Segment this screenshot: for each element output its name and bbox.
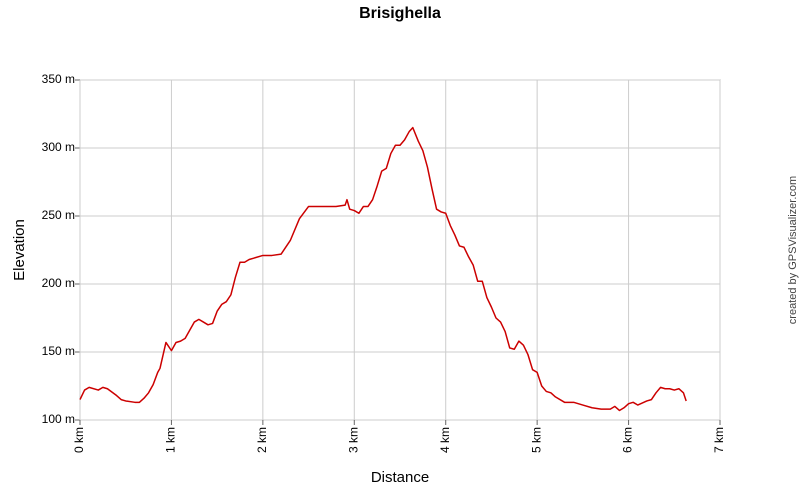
y-axis-label: Elevation xyxy=(11,219,28,281)
x-tick-label: 2 km xyxy=(255,427,269,453)
x-tick-label: 6 km xyxy=(621,427,635,453)
y-tick-label: 350 m xyxy=(42,72,75,86)
chart-title: Brisighella xyxy=(359,5,441,22)
y-tick-label: 200 m xyxy=(42,276,75,290)
x-tick-label: 7 km xyxy=(712,427,726,453)
credit: created by GPSVisualizer.com xyxy=(787,176,799,324)
y-tick-label: 300 m xyxy=(42,140,75,154)
x-tick-label: 4 km xyxy=(438,427,452,453)
y-tick-label: 250 m xyxy=(42,208,75,222)
elevation-line xyxy=(79,126,687,412)
y-tick-label: 150 m xyxy=(42,344,75,358)
x-tick-label: 5 km xyxy=(529,427,543,453)
x-tick-label: 1 km xyxy=(164,427,178,453)
x-axis-label: Distance xyxy=(371,469,429,486)
plot-area xyxy=(79,79,721,421)
y-tick-label: 100 m xyxy=(42,412,75,426)
x-tick-label: 3 km xyxy=(346,427,360,453)
x-tick-label: 0 km xyxy=(72,427,86,453)
